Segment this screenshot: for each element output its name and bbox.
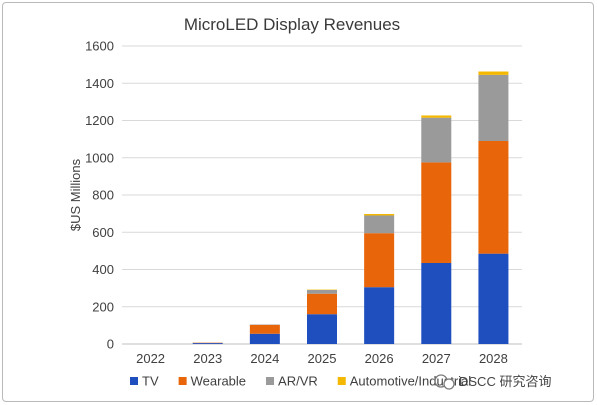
y-tick-label: 0 <box>107 337 114 352</box>
x-tick-label: 2023 <box>193 351 222 366</box>
y-tick-label: 1600 <box>85 39 114 54</box>
legend-label: Automotive/Industrial <box>350 374 472 389</box>
watermark: DSCC 研究咨询 <box>434 374 551 390</box>
legend-label: Wearable <box>191 374 246 389</box>
wechat-icon <box>434 374 455 390</box>
x-tick-label: 2026 <box>365 351 394 366</box>
x-tick-label: 2027 <box>422 351 451 366</box>
bar-segment-ar-vr-2025 <box>307 289 337 294</box>
watermark-text: DSCC 研究咨询 <box>459 374 551 389</box>
y-axis-title: $US Millions <box>68 158 83 231</box>
legend: TV Wearable AR/VR Automotive/Industrial <box>130 374 471 389</box>
y-tick-label: 400 <box>92 262 114 277</box>
legend-swatch <box>178 377 187 385</box>
x-tick-label: 2024 <box>250 351 279 366</box>
y-tick-label: 1000 <box>85 150 114 165</box>
bar-segment-automotive-industrial-2028 <box>478 71 509 75</box>
x-tick-label: 2025 <box>308 351 337 366</box>
x-tick-label: 2028 <box>479 351 508 366</box>
legend-label: AR/VR <box>278 374 318 389</box>
bar-segment-wearable-2028 <box>478 140 509 254</box>
y-tick-label: 1200 <box>85 113 114 128</box>
bar-segment-wearable-2024 <box>249 324 280 334</box>
y-tick-label: 800 <box>92 188 114 203</box>
bars <box>192 71 509 344</box>
x-tick-labels: 2022 2023 2024 2025 2026 2027 2028 <box>136 351 508 366</box>
legend-label: TV <box>142 374 159 389</box>
bar-segment-tv-2023 <box>192 343 223 344</box>
y-tick-labels: 0 200 400 600 800 1000 1200 1400 1600 <box>85 39 114 352</box>
y-tick-label: 1400 <box>85 76 114 91</box>
bar-segment-wearable-2027 <box>421 162 452 263</box>
y-tick-label: 200 <box>92 299 114 314</box>
chart-title: MicroLED Display Revenues <box>184 15 400 34</box>
bar-segment-tv-2024 <box>249 333 280 344</box>
bar-segment-ar-vr-2028 <box>478 74 509 141</box>
gridlines <box>122 45 522 345</box>
bar-segment-automotive-industrial-2026 <box>364 213 395 216</box>
bar-segment-ar-vr-2027 <box>421 117 452 163</box>
bar-segment-tv-2026 <box>364 287 395 344</box>
legend-swatch <box>266 377 275 385</box>
x-tick-label: 2022 <box>136 351 165 366</box>
bar-segment-automotive-industrial-2027 <box>421 115 452 118</box>
legend-swatch <box>337 377 346 385</box>
bar-segment-wearable-2026 <box>364 233 395 288</box>
bar-segment-tv-2028 <box>478 253 509 344</box>
bar-segment-tv-2025 <box>307 314 337 344</box>
bar-segment-tv-2027 <box>421 262 452 344</box>
legend-swatch <box>130 377 138 385</box>
y-tick-label: 600 <box>92 225 114 240</box>
bar-segment-wearable-2025 <box>307 293 337 315</box>
bar-segment-ar-vr-2026 <box>364 215 395 234</box>
